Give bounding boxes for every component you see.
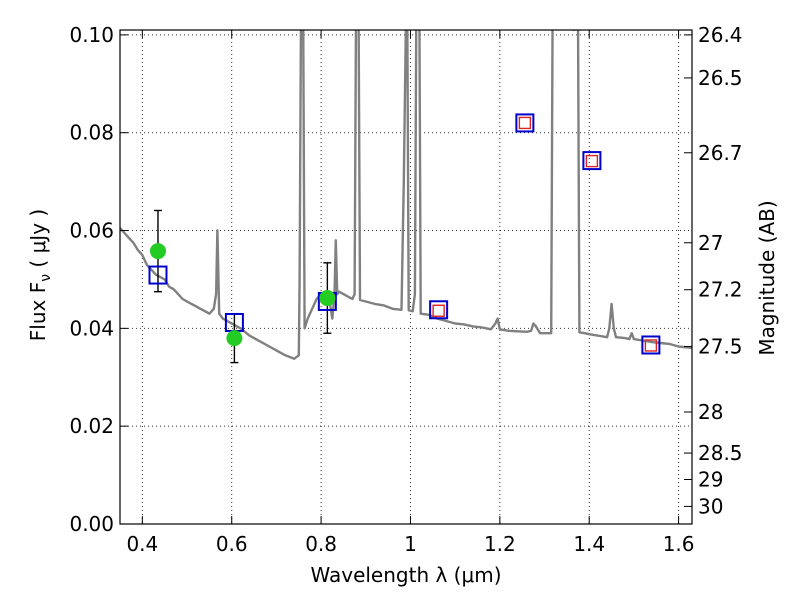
photometry-point [149, 243, 166, 260]
red-square-marker [644, 339, 658, 352]
x-tick-label: 1.2 [484, 532, 516, 556]
spectrum-line [120, 30, 692, 360]
y2-axis-label: Magnitude (AB) [755, 200, 779, 355]
axes: 0.4 0.6 0.8 1 1.2 1.4 1.6 0.00 0.02 0.04 0.06 0.08 0… [69, 23, 742, 556]
y2-tick-label: 30 [698, 494, 723, 518]
plot-area [120, 30, 692, 364]
y-axis-label-unit: ( μJy ) [26, 209, 50, 274]
photometry-point [226, 330, 243, 347]
y2-tick-label: 26.4 [698, 23, 743, 47]
x-tick-label: 0.8 [305, 532, 337, 556]
photometry-point [319, 290, 336, 307]
y2-tick-label: 29 [698, 467, 723, 491]
y2-tick-label: 26.7 [698, 141, 743, 165]
red-square-marker [518, 116, 532, 130]
y-tick-label: 0.06 [69, 219, 114, 243]
y-axis-label: Flux Fν ( μJy ) [26, 209, 54, 341]
x-tick-label: 0.4 [126, 532, 158, 556]
x-tick-label: 0.6 [216, 532, 248, 556]
model-square-marker [515, 113, 535, 133]
y-tick-label: 0.10 [69, 23, 114, 47]
y2-tick-label: 26.5 [698, 66, 743, 90]
y2-tick-label: 28.5 [698, 441, 743, 465]
x-tick-label: 1.6 [663, 532, 695, 556]
y2-tick-label: 28 [698, 400, 723, 424]
model-square-marker [429, 300, 449, 320]
y2-tick-label: 27.2 [698, 278, 743, 302]
y-tick-label: 0.02 [69, 414, 114, 438]
y2-tick-label: 27.5 [698, 334, 743, 358]
y-axis-label-main: Flux F [26, 282, 50, 341]
model-square-marker [148, 265, 168, 285]
red-square-marker [432, 304, 445, 317]
plot-frame [119, 29, 693, 525]
y-tick-label: 0.08 [69, 121, 114, 145]
x-tick-label: 1 [404, 532, 417, 556]
y-tick-label: 0.00 [69, 512, 114, 536]
x-axis-label: Wavelength λ (μm) [310, 563, 501, 587]
model-square-marker [582, 151, 602, 171]
red-square-marker [585, 154, 599, 168]
y2-tick-label: 27 [698, 231, 723, 255]
x-tick-label: 1.4 [573, 532, 605, 556]
y-axis-label-subscript: ν [38, 274, 54, 282]
y-tick-label: 0.04 [69, 316, 114, 340]
model-square-marker [641, 335, 661, 355]
